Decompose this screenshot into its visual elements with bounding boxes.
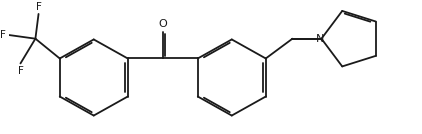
Text: F: F: [35, 2, 41, 12]
Text: F: F: [18, 66, 24, 76]
Text: N: N: [316, 34, 324, 44]
Text: F: F: [0, 30, 6, 40]
Text: O: O: [158, 19, 167, 29]
